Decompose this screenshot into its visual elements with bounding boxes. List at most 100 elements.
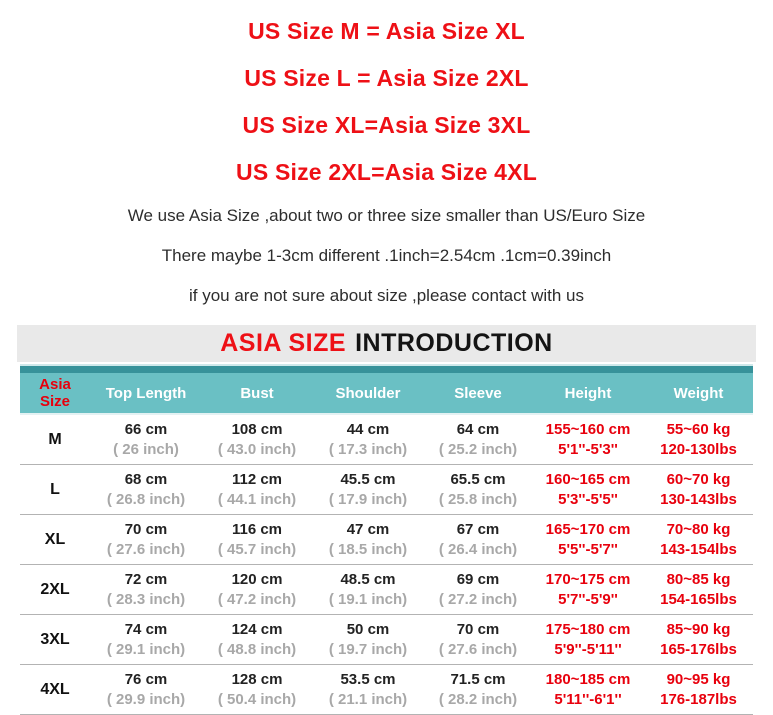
inch-value: ( 21.1 inch) bbox=[328, 690, 408, 708]
height-cell: 180~185 cm 5'11''-6'1'' bbox=[532, 670, 644, 710]
sleeve-cell: 65.5 cm ( 25.8 inch) bbox=[424, 470, 532, 510]
note-line: if you are not sure about size ,please c… bbox=[188, 286, 584, 305]
shoulder-cell: 45.5 cm ( 17.9 inch) bbox=[312, 470, 424, 510]
weight-lbs-value: 120-130lbs bbox=[660, 440, 737, 458]
cm-value: 74 cm bbox=[124, 620, 168, 638]
asia-size-value: M bbox=[48, 430, 62, 448]
shoulder-cell: 47 cm ( 18.5 inch) bbox=[312, 520, 424, 560]
inch-value: ( 29.9 inch) bbox=[106, 690, 186, 708]
weight-kg-value: 90~95 kg bbox=[666, 670, 731, 688]
cm-value: 124 cm bbox=[231, 620, 283, 638]
note-line: We use Asia Size ,about two or three siz… bbox=[127, 206, 646, 225]
banner-highlight: ASIA SIZE bbox=[220, 329, 347, 357]
height-cm-value: 165~170 cm bbox=[545, 520, 631, 538]
top-length-cell: 68 cm ( 26.8 inch) bbox=[90, 470, 202, 510]
column-header-asia-size: Asia Size bbox=[39, 376, 71, 410]
weight-lbs-value: 143-154lbs bbox=[660, 540, 737, 558]
note-line: There maybe 1-3cm different .1inch=2.54c… bbox=[161, 246, 612, 265]
weight-lbs-value: 176-187lbs bbox=[660, 690, 737, 708]
inch-value: ( 50.4 inch) bbox=[217, 690, 297, 708]
cm-value: 108 cm bbox=[231, 420, 283, 438]
cm-value: 48.5 cm bbox=[340, 570, 396, 588]
weight-kg-value: 85~90 kg bbox=[666, 620, 731, 638]
inch-value: ( 25.8 inch) bbox=[438, 490, 518, 508]
table-row-4xl: 4XL 76 cm ( 29.9 inch) 128 cm ( 50.4 inc… bbox=[20, 665, 753, 715]
size-equivalence-heading: US Size XL=Asia Size 3XL bbox=[242, 112, 531, 138]
cm-value: 47 cm bbox=[346, 520, 390, 538]
column-header-bust: Bust bbox=[240, 384, 274, 402]
cm-value: 45.5 cm bbox=[340, 470, 396, 488]
weight-lbs-value: 165-176lbs bbox=[660, 640, 737, 658]
cm-value: 69 cm bbox=[456, 570, 500, 588]
weight-kg-value: 55~60 kg bbox=[666, 420, 731, 438]
sleeve-cell: 69 cm ( 27.2 inch) bbox=[424, 570, 532, 610]
column-header-top-length: Top Length bbox=[105, 384, 187, 402]
asia-size-value: L bbox=[50, 480, 60, 498]
top-length-cell: 72 cm ( 28.3 inch) bbox=[90, 570, 202, 610]
weight-cell: 90~95 kg 176-187lbs bbox=[644, 670, 753, 710]
top-length-cell: 74 cm ( 29.1 inch) bbox=[90, 620, 202, 660]
height-cm-value: 155~160 cm bbox=[545, 420, 631, 438]
top-length-cell: 66 cm ( 26 inch) bbox=[90, 420, 202, 460]
top-length-cell: 70 cm ( 27.6 inch) bbox=[90, 520, 202, 560]
weight-kg-value: 80~85 kg bbox=[666, 570, 731, 588]
cm-value: 65.5 cm bbox=[450, 470, 506, 488]
cm-value: 71.5 cm bbox=[450, 670, 506, 688]
sleeve-cell: 64 cm ( 25.2 inch) bbox=[424, 420, 532, 460]
cm-value: 53.5 cm bbox=[340, 670, 396, 688]
height-cell: 155~160 cm 5'1''-5'3'' bbox=[532, 420, 644, 460]
cm-value: 76 cm bbox=[124, 670, 168, 688]
table-row-l: L 68 cm ( 26.8 inch) 112 cm ( 44.1 inch)… bbox=[20, 465, 753, 515]
sleeve-cell: 70 cm ( 27.6 inch) bbox=[424, 620, 532, 660]
height-ft-value: 5'7''-5'9'' bbox=[558, 590, 618, 608]
weight-kg-value: 70~80 kg bbox=[666, 520, 731, 538]
column-header-sleeve: Sleeve bbox=[454, 384, 502, 402]
cm-value: 44 cm bbox=[346, 420, 390, 438]
bust-cell: 124 cm ( 48.8 inch) bbox=[202, 620, 312, 660]
asia-size-value: 2XL bbox=[40, 580, 70, 598]
table-row-2xl: 2XL 72 cm ( 28.3 inch) 120 cm ( 47.2 inc… bbox=[20, 565, 753, 615]
column-header-shoulder: Shoulder bbox=[335, 384, 401, 402]
shoulder-cell: 50 cm ( 19.7 inch) bbox=[312, 620, 424, 660]
inch-value: ( 25.2 inch) bbox=[438, 440, 518, 458]
banner-rest: INTRODUCTION bbox=[355, 329, 553, 357]
table-row-3xl: 3XL 74 cm ( 29.1 inch) 124 cm ( 48.8 inc… bbox=[20, 615, 753, 665]
inch-value: ( 28.2 inch) bbox=[438, 690, 518, 708]
inch-value: ( 27.6 inch) bbox=[106, 540, 186, 558]
inch-value: ( 27.6 inch) bbox=[438, 640, 518, 658]
inch-value: ( 43.0 inch) bbox=[217, 440, 297, 458]
height-cell: 175~180 cm 5'9''-5'11'' bbox=[532, 620, 644, 660]
weight-cell: 60~70 kg 130-143lbs bbox=[644, 470, 753, 510]
cm-value: 50 cm bbox=[346, 620, 390, 638]
inch-value: ( 28.3 inch) bbox=[106, 590, 186, 608]
bust-cell: 116 cm ( 45.7 inch) bbox=[202, 520, 312, 560]
weight-cell: 70~80 kg 143-154lbs bbox=[644, 520, 753, 560]
height-ft-value: 5'3''-5'5'' bbox=[558, 490, 618, 508]
size-equivalence-heading: US Size 2XL=Asia Size 4XL bbox=[236, 159, 537, 185]
size-equivalence-heading: US Size M = Asia Size XL bbox=[248, 18, 525, 44]
weight-cell: 85~90 kg 165-176lbs bbox=[644, 620, 753, 660]
height-cm-value: 160~165 cm bbox=[545, 470, 631, 488]
shoulder-cell: 44 cm ( 17.3 inch) bbox=[312, 420, 424, 460]
sleeve-cell: 67 cm ( 26.4 inch) bbox=[424, 520, 532, 560]
size-table: Asia Size Top Length Bust Shoulder Sleev… bbox=[20, 364, 753, 715]
height-ft-value: 5'1''-5'3'' bbox=[558, 440, 618, 458]
inch-value: ( 19.1 inch) bbox=[328, 590, 408, 608]
sleeve-cell: 71.5 cm ( 28.2 inch) bbox=[424, 670, 532, 710]
inch-value: ( 19.7 inch) bbox=[328, 640, 408, 658]
bust-cell: 108 cm ( 43.0 inch) bbox=[202, 420, 312, 460]
size-equivalence-heading: US Size L = Asia Size 2XL bbox=[244, 65, 529, 91]
cm-value: 112 cm bbox=[231, 470, 283, 488]
shoulder-cell: 48.5 cm ( 19.1 inch) bbox=[312, 570, 424, 610]
table-row-m: M 66 cm ( 26 inch) 108 cm ( 43.0 inch) 4… bbox=[20, 415, 753, 465]
weight-cell: 80~85 kg 154-165lbs bbox=[644, 570, 753, 610]
height-cell: 170~175 cm 5'7''-5'9'' bbox=[532, 570, 644, 610]
inch-value: ( 18.5 inch) bbox=[328, 540, 408, 558]
notes-block: We use Asia Size ,about two or three siz… bbox=[0, 205, 773, 306]
cm-value: 66 cm bbox=[124, 420, 168, 438]
weight-lbs-value: 130-143lbs bbox=[660, 490, 737, 508]
weight-kg-value: 60~70 kg bbox=[666, 470, 731, 488]
height-ft-value: 5'5''-5'7'' bbox=[558, 540, 618, 558]
table-top-bar bbox=[20, 364, 753, 373]
